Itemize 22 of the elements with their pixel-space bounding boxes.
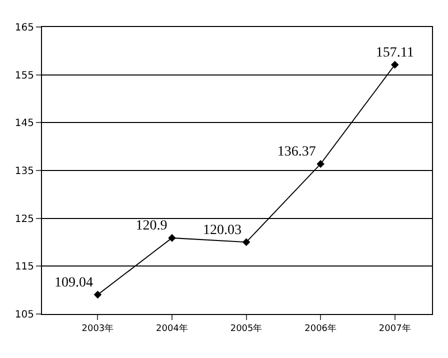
point — [242, 238, 250, 246]
point — [390, 60, 399, 69]
x-tick-label: 2004年 — [156, 322, 188, 334]
x-tick-label: 2007年 — [378, 322, 411, 334]
y-tick-label: 105 — [14, 310, 34, 320]
data-label: 157.11 — [376, 45, 414, 60]
data-label: 136.37 — [277, 144, 316, 160]
y-tick-label: 135 — [14, 166, 34, 177]
y-tick-label: 165 — [14, 22, 34, 34]
y-tick-label: 155 — [14, 70, 34, 82]
y-tick-label: 115 — [14, 262, 34, 273]
y-tick-label: 145 — [14, 118, 34, 130]
point — [168, 234, 176, 242]
point — [94, 290, 102, 299]
x-tick-label: 2003年 — [82, 322, 114, 334]
data-label: 120.03 — [203, 222, 242, 238]
data-label: 109.04 — [54, 275, 93, 290]
point — [316, 160, 324, 168]
x-tick-label: 2006年 — [304, 322, 337, 334]
x-tick-label: 2005年 — [230, 322, 262, 334]
data-label: 120.9 — [136, 218, 168, 234]
y-tick-label: 125 — [14, 214, 34, 225]
